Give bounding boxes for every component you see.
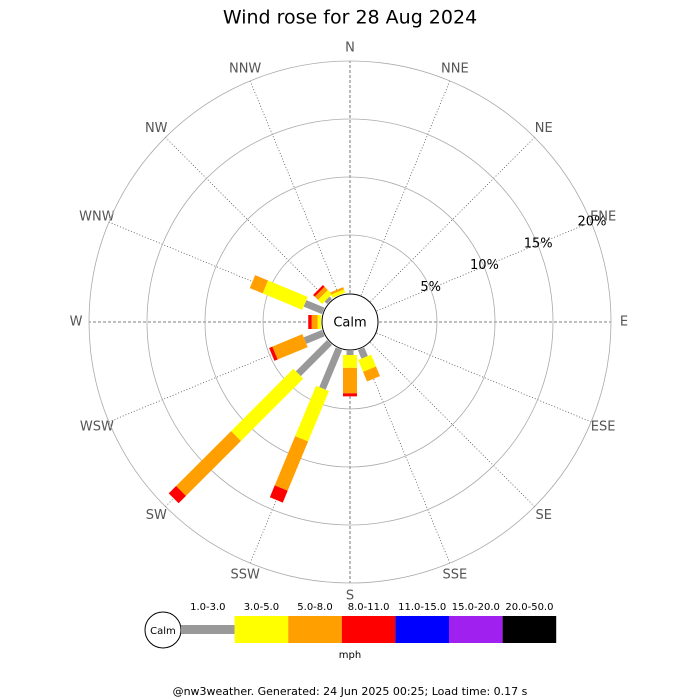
bar-segment bbox=[295, 340, 332, 377]
legend-swatch bbox=[181, 625, 235, 634]
ring bbox=[88, 60, 612, 584]
legend-label: 15.0-20.0 bbox=[452, 602, 500, 613]
legend-swatch bbox=[395, 616, 449, 643]
direction-label: NNE bbox=[441, 61, 469, 76]
direction-label: SE bbox=[536, 508, 552, 523]
r-tick-label: 10% bbox=[470, 258, 499, 273]
direction-label: ESE bbox=[591, 419, 616, 434]
direction-label: E bbox=[620, 315, 628, 330]
bar-segment bbox=[319, 347, 343, 390]
calm-label: Calm bbox=[333, 316, 366, 331]
bar-segment bbox=[168, 486, 186, 504]
bar-segment bbox=[313, 285, 325, 297]
direction-label: WNW bbox=[79, 210, 115, 225]
legend-calm-label: Calm bbox=[150, 626, 176, 637]
bar-segment bbox=[272, 334, 308, 360]
bar-segment bbox=[324, 296, 332, 304]
direction-label: SSE bbox=[442, 568, 467, 583]
bar-segment bbox=[363, 366, 380, 382]
bar-segment bbox=[269, 485, 288, 503]
bars bbox=[168, 275, 380, 504]
legend-label: 5.0-8.0 bbox=[297, 602, 332, 613]
ring bbox=[146, 118, 554, 526]
legend-unit: mph bbox=[339, 650, 361, 661]
bar-segment bbox=[358, 354, 376, 372]
legend-swatch bbox=[502, 616, 557, 643]
calm-circle bbox=[321, 293, 379, 351]
bar-segment bbox=[274, 436, 309, 491]
legend-swatch bbox=[341, 616, 396, 643]
direction-label: WSW bbox=[80, 419, 114, 434]
bar-segment bbox=[331, 289, 346, 298]
direction-label: N bbox=[345, 41, 355, 56]
bar-segment bbox=[176, 431, 241, 496]
legend-swatch bbox=[234, 616, 289, 643]
bar-segment bbox=[330, 287, 345, 295]
ring bbox=[262, 234, 438, 410]
legend-label: 8.0-11.0 bbox=[348, 602, 390, 613]
direction-label: NNW bbox=[229, 61, 261, 76]
bar-segment bbox=[295, 385, 329, 442]
direction-label: SW bbox=[146, 508, 167, 523]
legend-label: 3.0-5.0 bbox=[244, 602, 279, 613]
legend-label: 1.0-3.0 bbox=[190, 602, 225, 613]
r-tick-label: 20% bbox=[578, 215, 607, 230]
r-tick-label: 5% bbox=[420, 280, 441, 295]
direction-label: ENE bbox=[590, 210, 616, 225]
footer: @nw3weather. Generated: 24 Jun 2025 00:2… bbox=[173, 685, 528, 698]
bar-segment bbox=[317, 289, 332, 304]
direction-label: SSW bbox=[230, 568, 260, 583]
bar-segment bbox=[249, 275, 269, 294]
direction-label: NW bbox=[145, 121, 168, 136]
r-tick-label: 15% bbox=[524, 236, 553, 251]
bar-segment bbox=[269, 346, 278, 361]
bar-segment bbox=[262, 280, 308, 310]
bar-segment bbox=[303, 300, 325, 315]
legend-swatch bbox=[288, 616, 342, 643]
bar-segment bbox=[303, 329, 325, 344]
legend-label: 11.0-15.0 bbox=[398, 602, 446, 613]
legend-swatch bbox=[449, 616, 503, 643]
chart-title: Wind rose for 28 Aug 2024 bbox=[223, 7, 477, 29]
ring bbox=[204, 176, 496, 468]
direction-label: W bbox=[70, 315, 83, 330]
grid: N NNE NE ENE E ESE SE SSE S SSW SW WSW W WNW NW NNW 5% 10… bbox=[70, 41, 629, 604]
legend-label: 20.0-50.0 bbox=[505, 602, 553, 613]
direction-label: NE bbox=[535, 121, 553, 136]
direction-label: S bbox=[346, 589, 354, 604]
bar-segment bbox=[357, 347, 368, 359]
bar-segment bbox=[314, 286, 328, 300]
legend: Calm 1.0-3.0 3.0-5.0 5.0-8.0 8.0-11.0 11.0-15… bbox=[144, 602, 557, 661]
bar-segment bbox=[231, 368, 304, 441]
